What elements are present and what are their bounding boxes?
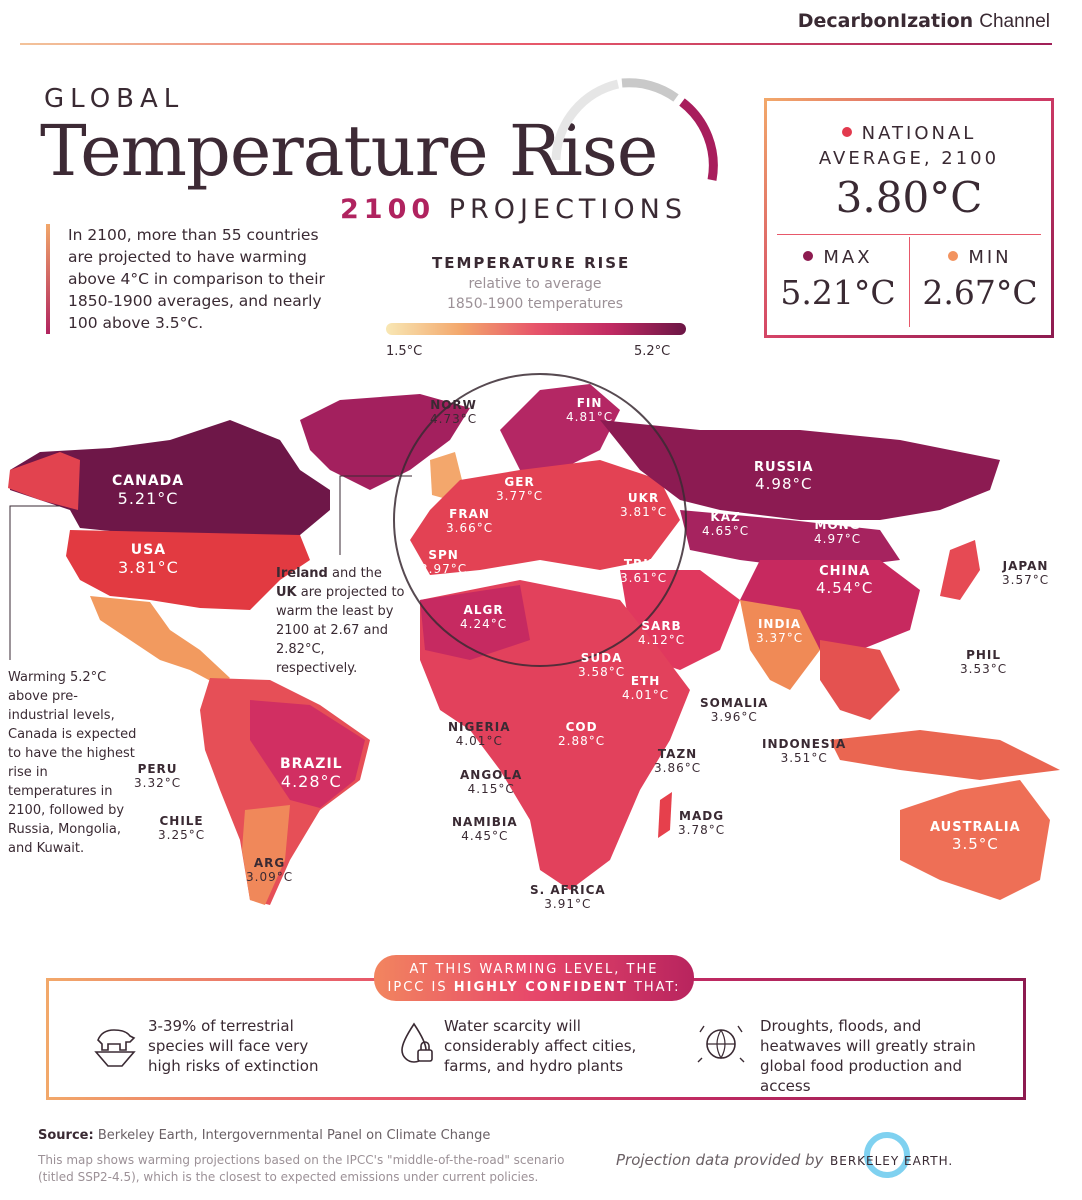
usa-shape — [66, 530, 310, 610]
canada-note: Warming 5.2°C above pre-industrial level… — [8, 670, 137, 856]
greenland-shape — [300, 394, 470, 490]
title-kicker: GLOBAL — [44, 84, 185, 114]
max-dot-icon — [803, 251, 814, 261]
label-s-africa: S. AFRICA 3.91°C — [530, 883, 606, 911]
alaska-shape — [8, 452, 80, 510]
min-label: MIN — [909, 247, 1051, 268]
stats-divider — [777, 234, 1041, 235]
label-fran: FRAN 3.66°C — [446, 507, 494, 535]
label-cod: COD 2.88°C — [558, 720, 606, 748]
legend-title: TEMPERATURE RISE — [432, 254, 631, 272]
label-somalia: SOMALIA 3.96°C — [700, 696, 769, 724]
europe-zoom-circle — [393, 373, 687, 667]
legend-min: 1.5°C — [386, 344, 423, 359]
brazil-shape — [250, 700, 365, 808]
ireland-uk-note: Ireland and the UK are projected to warm… — [276, 566, 405, 676]
gauge-arc-icon — [551, 78, 718, 181]
water-drop-lock-icon — [401, 1022, 433, 1063]
fact-food-production: Droughts, floods, and heatwaves will gre… — [760, 1017, 976, 1095]
africa-shape — [420, 580, 690, 890]
label-nigeria: NIGERIA 4.01°C — [448, 720, 511, 748]
intro-text: In 2100, more than 55 countries are proj… — [46, 224, 330, 334]
label-eth: ETH 4.01°C — [622, 674, 670, 702]
ireland-callout-line — [339, 475, 412, 555]
title-subtitle: 2100 PROJECTIONS — [340, 194, 687, 225]
berkeley-earth-logo-text: BERKELEY EARTH. — [830, 1154, 954, 1168]
label-chile: CHILE 3.25°C — [158, 814, 206, 842]
fact-water-scarcity: Water scarcity will considerably affect … — [444, 1017, 637, 1075]
label-japan: JAPAN 3.57°C — [1002, 559, 1050, 587]
canada-shape — [10, 420, 330, 538]
national-dot-icon — [841, 127, 852, 137]
label-sarb: SARB 4.12°C — [638, 619, 686, 647]
algeria-shape — [420, 585, 530, 660]
kaz-mong-shape — [680, 510, 900, 570]
world-map — [8, 373, 1060, 905]
label-tazn: TAZN 3.86°C — [654, 747, 702, 775]
stats-box: NATIONAL AVERAGE, 2100 3.80°C MAX 5.21°C… — [764, 98, 1054, 338]
label-madg: MADG 3.78°C — [678, 809, 726, 837]
source-line: Source: Berkeley Earth, Intergovernmenta… — [38, 1128, 491, 1143]
scandinavia-shape — [500, 384, 620, 470]
label-china: CHINA 4.54°C — [816, 564, 874, 597]
label-arg: ARG 3.09°C — [246, 856, 294, 884]
label-usa: USA 3.81°C — [118, 542, 179, 577]
label-brazil: BRAZIL 4.28°C — [280, 756, 343, 791]
label-phil: PHIL 3.53°C — [960, 648, 1008, 676]
legend-max: 5.2°C — [634, 344, 671, 359]
label-norw: NORW 4.73°C — [430, 398, 478, 426]
label-india: INDIA 3.37°C — [756, 617, 804, 645]
argentina-shape — [242, 805, 290, 905]
madagascar-shape — [658, 792, 672, 838]
ipcc-header-tag: AT THIS WARMING LEVEL, THE IPCC IS HIGHL… — [374, 955, 694, 1001]
berkeley-earth-logo-icon — [864, 1132, 910, 1178]
national-average-value: 3.80°C — [835, 173, 983, 222]
australia-shape — [900, 780, 1050, 900]
label-angola: ANGOLA 4.15°C — [460, 768, 523, 796]
indonesia-shape — [830, 730, 1060, 780]
label-namibia: NAMIBIA 4.45°C — [452, 815, 518, 843]
legend-subtitle: relative to average 1850-1900 temperature… — [446, 276, 624, 312]
min-dot-icon — [948, 251, 959, 261]
europe-shape — [410, 460, 680, 575]
header-divider — [20, 43, 1052, 45]
label-spn: SPN 3.97°C — [420, 548, 468, 576]
polar-bear-icon — [94, 1029, 136, 1067]
label-canada: CANADA 5.21°C — [112, 473, 185, 508]
min-value: 2.67°C — [922, 273, 1038, 312]
max-value: 5.21°C — [780, 273, 896, 312]
canada-callout-line — [9, 505, 60, 660]
legend-color-scale — [386, 323, 686, 335]
label-suda: SUDA 3.58°C — [578, 651, 626, 679]
se-asia-shape — [820, 640, 900, 720]
label-peru: PERU 3.32°C — [134, 762, 182, 790]
label-trky: TRKY 3.61°C — [620, 557, 668, 585]
globe-weather-icon — [697, 1025, 745, 1063]
russia-shape — [600, 420, 1000, 520]
method-note: This map shows warming projections based… — [38, 1153, 565, 1184]
label-kaz: KAZ 4.65°C — [702, 510, 750, 538]
label-australia: AUSTRALIA 3.5°C — [930, 820, 1021, 853]
stats-vdivider — [909, 237, 910, 327]
label-algr: ALGR 4.24°C — [460, 603, 508, 631]
mexico-shape — [90, 596, 230, 686]
label-russia: RUSSIA 4.98°C — [754, 460, 814, 493]
japan-shape — [940, 540, 980, 600]
brand-logo: DecarbonIzation Channel — [797, 10, 1050, 32]
label-ukr: UKR 3.81°C — [620, 491, 668, 519]
fact-extinction: 3-39% of terrestrial species will face v… — [148, 1017, 319, 1075]
label-mong: MONG 4.97°C — [814, 518, 862, 546]
national-average-label: NATIONAL AVERAGE, 2100 — [818, 123, 1000, 169]
max-label: MAX — [767, 247, 909, 268]
india-shape — [740, 600, 820, 690]
label-ger: GER 3.77°C — [496, 475, 544, 503]
provided-by-text: Projection data provided by — [616, 1151, 824, 1169]
label-fin: FIN 4.81°C — [566, 396, 614, 424]
label-indonesia: INDONESIA 3.51°C — [762, 737, 847, 765]
